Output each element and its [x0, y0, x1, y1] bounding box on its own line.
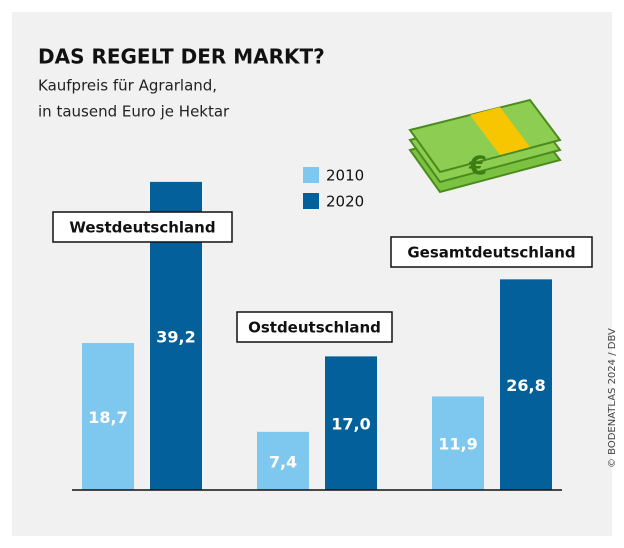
category-box: [236, 311, 393, 343]
subtitle: in tausend Euro je Hektar: [38, 103, 230, 121]
category-box: [390, 236, 593, 268]
bar: [325, 356, 377, 490]
category-box: [52, 211, 233, 243]
bar: [432, 396, 484, 490]
legend-swatch: [303, 193, 319, 209]
legend-swatch: [303, 167, 319, 183]
bar: [257, 431, 309, 490]
legend-label: 2010: [326, 167, 364, 185]
category-label: Gesamtdeutschland: [407, 244, 575, 262]
bar: [500, 279, 552, 490]
subtitle: Kaufpreis für Agrarland,: [38, 77, 217, 95]
chart-title: DAS REGELT DER MARKT?: [38, 45, 325, 69]
source: © BODENATLAS 2024 / DBV: [607, 328, 618, 468]
value-label: 17,0: [331, 415, 370, 434]
value-label: 39,2: [156, 327, 195, 346]
value-label: 11,9: [438, 435, 477, 454]
value-label: 26,8: [506, 376, 545, 395]
bar: [82, 343, 134, 490]
value-label: 18,7: [88, 408, 127, 427]
value-label: 7,4: [269, 452, 297, 471]
legend-label: 2020: [326, 193, 364, 211]
category-label: Ostdeutschland: [248, 319, 381, 337]
money-icon: €: [408, 98, 562, 194]
category-label: Westdeutschland: [69, 219, 215, 237]
svg-text:€: €: [468, 152, 487, 182]
